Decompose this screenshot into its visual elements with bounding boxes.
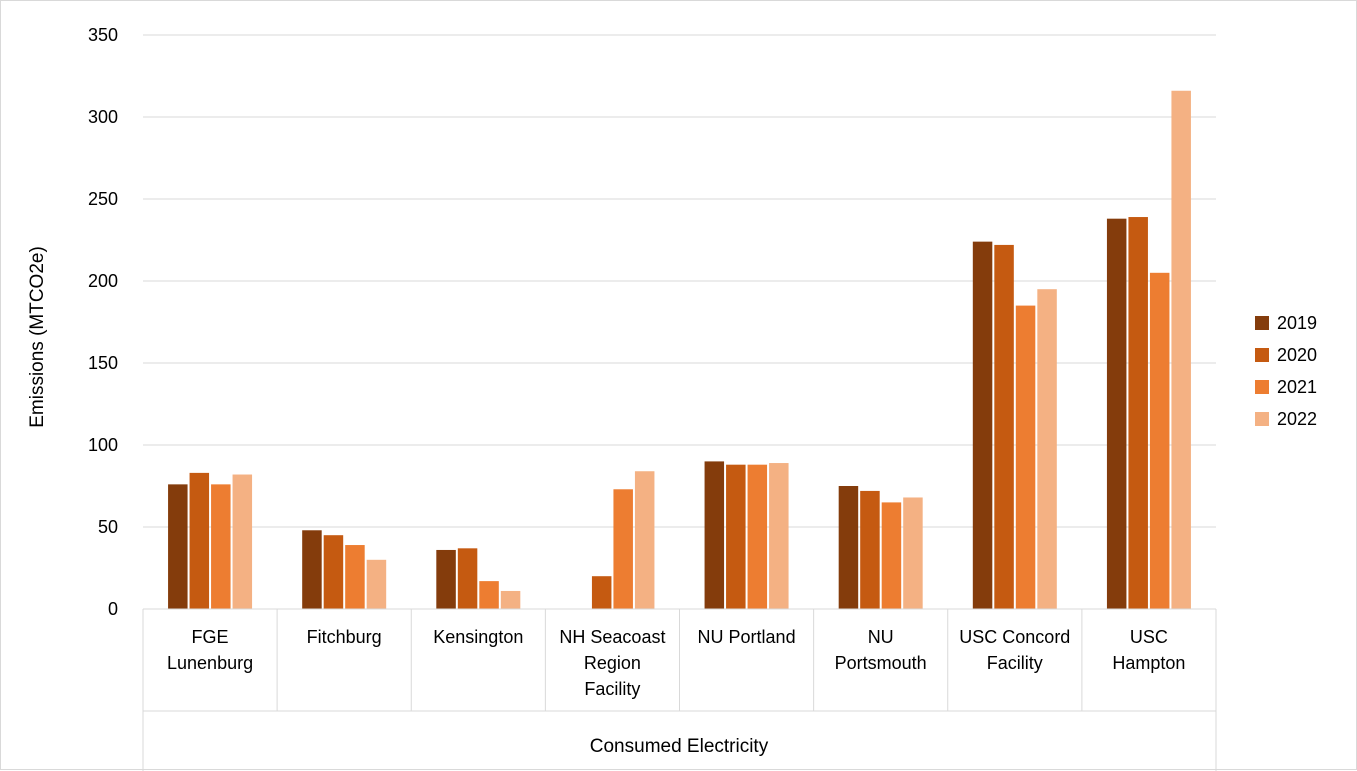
x-tick-label: FGE Lunenburg <box>167 627 253 673</box>
bar-2020 <box>860 490 880 609</box>
bar-2019 <box>704 461 725 609</box>
bar-2022 <box>634 471 655 609</box>
y-axis-title: Emissions (MTCO2e) <box>27 246 48 428</box>
y-tick-label: 300 <box>88 107 118 127</box>
legend-label-2022: 2022 <box>1277 409 1317 429</box>
y-tick-label: 150 <box>88 353 118 373</box>
legend-swatch-2019 <box>1255 316 1269 330</box>
legend-label-2021: 2021 <box>1277 377 1317 397</box>
x-tick-label: USC Hampton <box>1112 627 1185 673</box>
bar-2022 <box>769 463 789 609</box>
x-tick-label: NH Seacoast Region Facility <box>559 627 665 699</box>
bar-2019 <box>1106 218 1127 609</box>
bar-2022 <box>1171 90 1191 609</box>
bar-2019 <box>972 241 993 609</box>
y-tick-label: 100 <box>88 435 118 455</box>
bar-2020 <box>457 548 478 609</box>
bar-2019 <box>168 484 188 609</box>
legend-label-2020: 2020 <box>1277 345 1317 365</box>
legend-label-2019: 2019 <box>1277 313 1317 333</box>
bar-2021 <box>1149 272 1170 609</box>
bar-2022 <box>1037 289 1057 609</box>
y-tick-label: 50 <box>98 517 118 537</box>
bar-2022 <box>903 497 923 609</box>
y-tick-label: 0 <box>108 599 118 619</box>
bar-2021 <box>479 581 499 609</box>
bar-2021 <box>1015 305 1036 609</box>
gridlines <box>143 34 1216 528</box>
legend-swatch-2021 <box>1255 380 1269 394</box>
x-tick-label: Kensington <box>433 627 523 647</box>
legend-swatch-2022 <box>1255 412 1269 426</box>
bar-2020 <box>323 535 344 609</box>
legend-swatch-2020 <box>1255 348 1269 362</box>
y-tick-label: 350 <box>88 25 118 45</box>
bar-2021 <box>345 545 365 609</box>
bar-2019 <box>838 486 859 609</box>
bar-2022 <box>500 590 521 609</box>
bar-2022 <box>366 559 387 609</box>
bar-2020 <box>591 576 612 609</box>
y-tick-label: 200 <box>88 271 118 291</box>
bar-2021 <box>881 502 902 609</box>
x-tick-label: NU Portsmouth <box>835 627 927 673</box>
x-tick-label: Fitchburg <box>307 627 382 647</box>
x-axis-group-label: Consumed Electricity <box>590 736 769 757</box>
legend: 2019 2020 2021 2022 <box>1255 313 1317 429</box>
bar-2020 <box>726 464 746 609</box>
y-tick-label: 250 <box>88 189 118 209</box>
bar-2021 <box>613 489 633 609</box>
bar-2021 <box>211 484 231 609</box>
bar-2022 <box>232 474 253 609</box>
bar-2020 <box>994 244 1014 610</box>
x-tick-label: NU Portland <box>698 627 796 647</box>
bar-2019 <box>302 530 322 609</box>
bar-2019 <box>436 549 456 609</box>
bar-2021 <box>747 464 768 609</box>
bar-2020 <box>189 472 210 609</box>
x-tick-label: USC Concord Facility <box>959 627 1070 673</box>
bar-2020 <box>1128 217 1148 610</box>
bars <box>168 90 1191 610</box>
axes: 0 50 100 150 200 250 300 350 FGE Lunenburg Fitchbu… <box>88 25 1217 771</box>
